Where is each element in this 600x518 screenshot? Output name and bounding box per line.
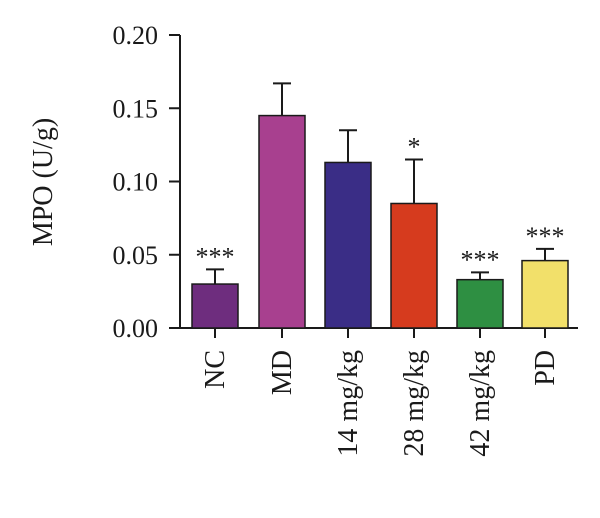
significance-marker: *** bbox=[461, 245, 500, 274]
significance-markers: ********** bbox=[196, 133, 565, 275]
y-axis: 0.00 0.05 0.10 0.15 0.20 bbox=[113, 21, 181, 343]
x-tick-label: 42 mg/kg bbox=[465, 350, 496, 457]
bar bbox=[258, 114, 306, 329]
bar bbox=[456, 278, 504, 329]
x-tick-label: PD bbox=[530, 350, 561, 386]
y-ticks: 0.00 0.05 0.10 0.15 0.20 bbox=[113, 21, 180, 343]
y-tick-label: 0.05 bbox=[113, 241, 159, 270]
significance-marker: * bbox=[408, 133, 421, 162]
y-tick-label: 0.15 bbox=[113, 94, 159, 123]
bar bbox=[191, 283, 239, 329]
y-tick-label: 0.20 bbox=[113, 21, 159, 50]
y-tick-label: 0.00 bbox=[113, 314, 159, 343]
y-axis-label: MPO (U/g) bbox=[28, 118, 59, 246]
significance-marker: *** bbox=[526, 222, 565, 251]
bar bbox=[390, 202, 438, 329]
x-tick-label: MD bbox=[267, 350, 298, 395]
y-tick-label: 0.10 bbox=[113, 168, 159, 197]
bars bbox=[191, 114, 569, 329]
x-tick-label: NC bbox=[200, 350, 231, 389]
bar bbox=[521, 259, 569, 329]
x-tick-label: 14 mg/kg bbox=[333, 350, 364, 457]
x-tick-label: 28 mg/kg bbox=[399, 350, 430, 457]
bar bbox=[324, 161, 372, 329]
error-bars bbox=[206, 82, 554, 285]
significance-marker: *** bbox=[196, 242, 235, 271]
x-tick-labels: NC MD 14 mg/kg 28 mg/kg 42 mg/kg PD bbox=[200, 328, 561, 457]
